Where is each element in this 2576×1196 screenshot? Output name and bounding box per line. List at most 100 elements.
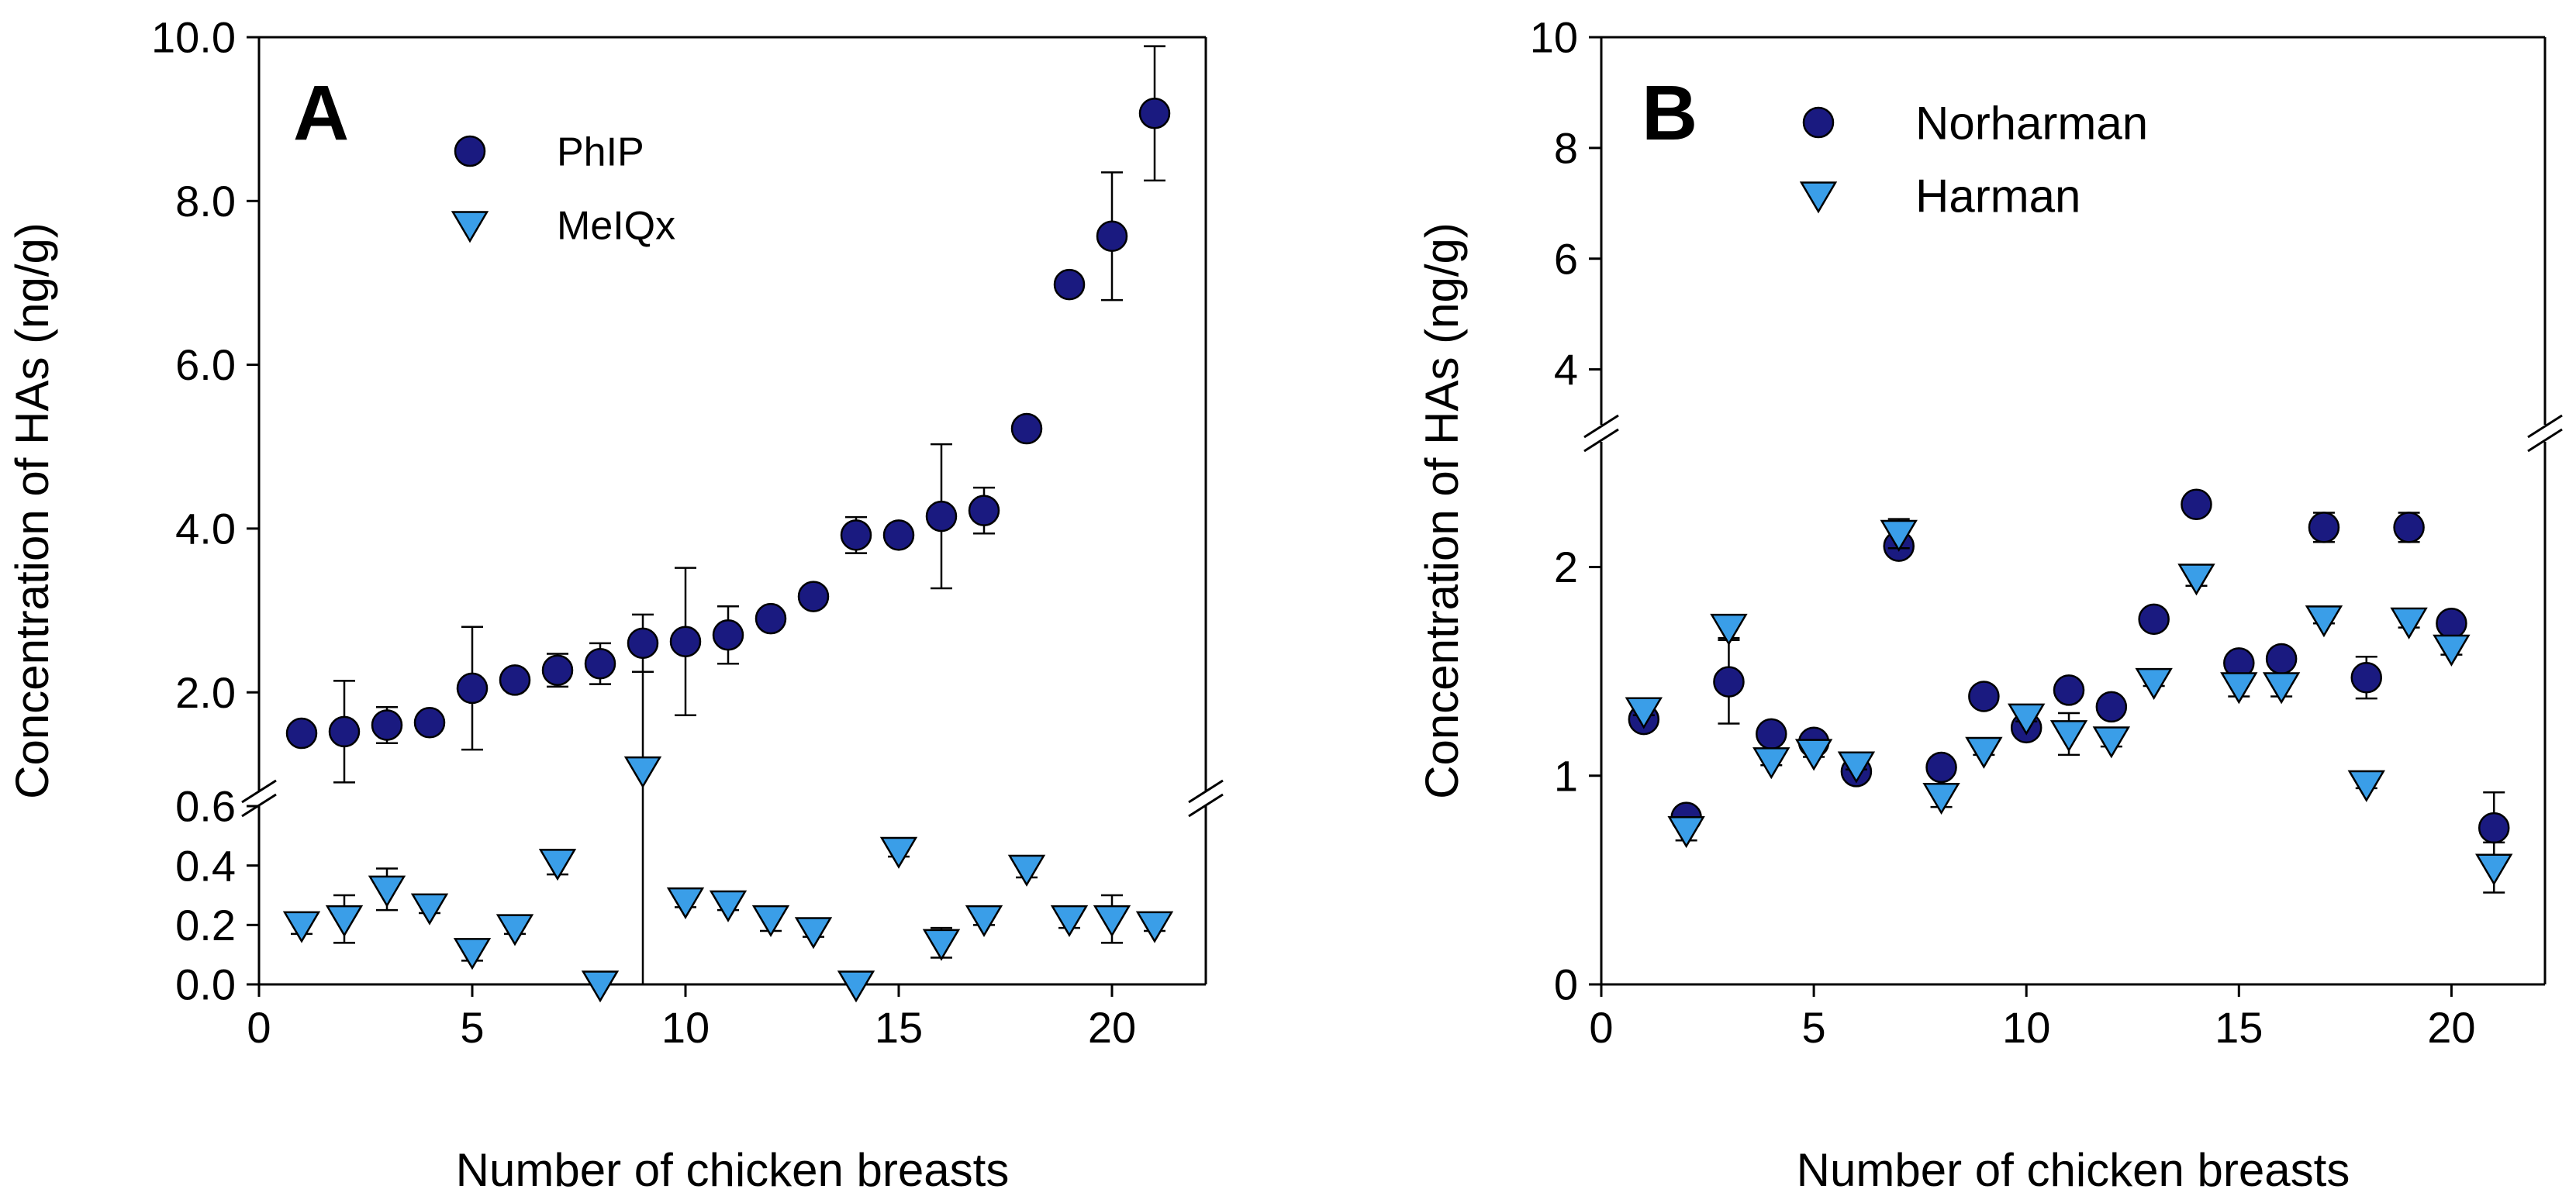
data-point-harman xyxy=(2433,634,2471,667)
y-tick-label: 2.0 xyxy=(175,668,236,717)
data-point-meiqx xyxy=(794,917,833,950)
y-axis-break-mark-right xyxy=(1188,793,1224,818)
data-point-norharman xyxy=(1713,666,1745,698)
data-point-phip xyxy=(1138,98,1171,129)
data-point-harman xyxy=(1625,697,1663,729)
data-point-phip xyxy=(925,500,958,533)
data-point-harman xyxy=(2390,607,2428,639)
legend: PhIP MeIQx xyxy=(451,130,675,249)
data-point-phip xyxy=(499,664,531,696)
data-point-meiqx xyxy=(1135,911,1174,943)
data-point-meiqx xyxy=(538,849,577,881)
legend-marker-phip xyxy=(454,135,486,167)
data-point-meiqx xyxy=(751,905,790,938)
data-point-meiqx xyxy=(965,905,1003,938)
data-point-norharman xyxy=(2053,674,2085,706)
data-point-meiqx xyxy=(709,890,748,922)
y-tick-label: 8 xyxy=(1554,123,1578,172)
y-tick-label: 10 xyxy=(1530,13,1578,62)
data-point-meiqx xyxy=(1007,854,1046,887)
data-point-harman xyxy=(1710,613,1748,646)
data-point-phip xyxy=(712,619,744,651)
data-point-harman xyxy=(2262,672,2301,705)
data-point-phip xyxy=(840,519,872,551)
x-tick-label: 10 xyxy=(2002,1003,2050,1052)
data-point-norharman xyxy=(2265,643,2298,675)
data-point-norharman xyxy=(1925,751,1957,784)
x-tick-label: 10 xyxy=(661,1003,710,1052)
x-tick-label: 15 xyxy=(875,1003,923,1052)
data-point-harman xyxy=(1667,816,1705,849)
data-point-phip xyxy=(968,495,1000,526)
data-point-phip xyxy=(882,519,915,551)
y-axis-label: Concentration of HAs (ng/g) xyxy=(6,222,58,799)
data-point-harman xyxy=(2049,720,2088,753)
y-axis-break-mark-left xyxy=(1583,428,1619,453)
data-point-meiqx xyxy=(623,756,662,788)
x-tick-label: 5 xyxy=(1802,1003,1826,1052)
data-point-norharman xyxy=(2181,488,2212,521)
series-phip xyxy=(285,45,1171,784)
data-point-harman xyxy=(2135,667,2173,700)
panel-a: 0 5 10 15 20 0.0 0.2 0.4 0.6 2.0 4.0 6.0 8.0 10.0 Numb… xyxy=(6,13,1224,1196)
data-point-harman xyxy=(2220,672,2258,705)
legend-label: Harman xyxy=(1915,171,2080,222)
data-point-harman xyxy=(2177,564,2215,596)
x-tick-label: 0 xyxy=(247,1003,271,1052)
data-point-meiqx xyxy=(368,875,406,908)
data-point-phip xyxy=(413,707,446,739)
y-tick-label: 0 xyxy=(1554,960,1578,1009)
y-tick-label: 0.2 xyxy=(175,901,236,950)
x-tick-label: 0 xyxy=(1589,1003,1613,1052)
data-point-harman xyxy=(2305,605,2343,638)
legend-marker-harman xyxy=(1799,181,1838,214)
data-point-harman xyxy=(1922,782,1960,815)
y-tick-label: 0.6 xyxy=(175,782,236,831)
data-point-phip xyxy=(1053,268,1086,301)
data-point-phip xyxy=(627,627,659,660)
data-point-harman xyxy=(1965,736,2003,769)
data-point-phip xyxy=(669,626,702,657)
y-tick-label: 10.0 xyxy=(151,13,236,62)
x-tick-label: 5 xyxy=(460,1003,484,1052)
y-tick-label: 1 xyxy=(1554,751,1578,800)
data-point-phip xyxy=(541,654,574,686)
x-tick-label: 20 xyxy=(2427,1003,2475,1052)
y-tick-label: 0.0 xyxy=(175,960,236,1009)
data-point-meiqx xyxy=(325,905,364,938)
data-point-meiqx xyxy=(666,887,705,920)
y-tick-label: 2 xyxy=(1554,543,1578,591)
data-point-meiqx xyxy=(282,911,321,943)
y-tick-label: 4.0 xyxy=(175,505,236,553)
data-point-meiqx xyxy=(1093,905,1131,938)
x-axis-label: Number of chicken breasts xyxy=(1797,1144,2350,1192)
data-point-meiqx xyxy=(581,970,620,1003)
data-point-meiqx xyxy=(879,836,918,869)
data-point-harman xyxy=(2475,853,2513,886)
x-tick-label: 20 xyxy=(1088,1003,1136,1052)
data-point-phip xyxy=(371,709,403,741)
x-tick-label: 15 xyxy=(2215,1003,2263,1052)
y-axis-break-mark-left xyxy=(241,779,277,804)
data-point-norharman xyxy=(2350,661,2383,694)
y-tick-label: 8.0 xyxy=(175,177,236,226)
panel-b: 0 5 10 15 20 0 1 2 4 6 8 10 Number of chicken breast… xyxy=(1416,13,2563,1196)
y-tick-label: 6 xyxy=(1554,234,1578,283)
y-tick-label: 6.0 xyxy=(175,340,236,389)
panel-letter: A xyxy=(293,70,349,157)
legend-label: Norharman xyxy=(1915,98,2148,150)
data-point-norharman xyxy=(2138,603,2170,636)
y-axis-break-mark-right xyxy=(2527,414,2563,439)
data-point-phip xyxy=(456,672,489,705)
data-point-norharman xyxy=(2478,812,2510,844)
data-point-phip xyxy=(754,602,787,635)
data-point-harman xyxy=(2008,703,2046,736)
data-point-norharman xyxy=(1756,718,1787,750)
legend-label: PhIP xyxy=(557,130,644,175)
data-point-phip xyxy=(285,717,318,750)
error-bar xyxy=(632,670,654,986)
axes-frame xyxy=(1583,36,2563,986)
panel-letter: B xyxy=(1642,70,1697,157)
